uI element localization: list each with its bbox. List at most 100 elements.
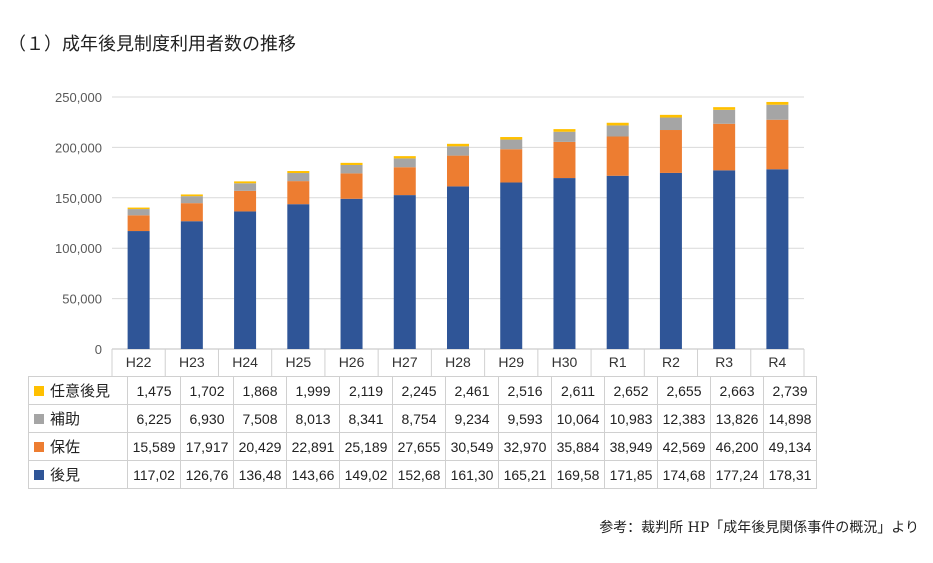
table-cell: 143,66 bbox=[286, 460, 340, 489]
table-cell: 46,200 bbox=[710, 432, 764, 461]
bar-segment bbox=[393, 195, 416, 349]
bar-segment bbox=[659, 117, 682, 131]
y-tick-label: 50,000 bbox=[62, 292, 102, 307]
x-tick-label: H30 bbox=[552, 354, 578, 370]
y-tick-label: 150,000 bbox=[55, 191, 102, 206]
table-cell: 22,891 bbox=[286, 432, 340, 461]
bar-segment bbox=[287, 173, 310, 182]
source-note: 参考：裁判所 HP「成年後見関係事件の概況」より bbox=[599, 520, 919, 536]
bar-segment bbox=[606, 175, 629, 349]
x-tick-label: R4 bbox=[768, 354, 786, 370]
table-cell: 177,24 bbox=[710, 460, 764, 489]
bar-segment bbox=[340, 198, 363, 349]
table-cell: 25,189 bbox=[339, 432, 393, 461]
bar-segment bbox=[393, 167, 416, 196]
x-tick-label: H23 bbox=[179, 354, 205, 370]
table-cell: 1,475 bbox=[127, 376, 181, 405]
bar-segment bbox=[234, 183, 257, 191]
bar-segment bbox=[659, 130, 682, 173]
table-cell: 152,68 bbox=[392, 460, 446, 489]
legend-label: 後見 bbox=[50, 467, 81, 484]
table-cell: 169,58 bbox=[551, 460, 605, 489]
bar-segment bbox=[500, 149, 523, 183]
bar-segment bbox=[447, 143, 469, 147]
bar-segment bbox=[659, 172, 682, 349]
bar-segment bbox=[447, 146, 469, 156]
bar-segment bbox=[606, 125, 629, 137]
table-row: 補助 6,225 6,930 7,508 8,013 8,341 8,754 9,234 9,5… bbox=[28, 404, 817, 433]
x-tick-label: R3 bbox=[715, 354, 733, 370]
table-cell: 2,245 bbox=[392, 376, 446, 405]
bar-segment bbox=[766, 101, 789, 105]
table-cell: 1,702 bbox=[180, 376, 234, 405]
bar-segment bbox=[287, 181, 310, 205]
table-row: 保佐 15,589 17,917 20,429 22,891 25,189 27,655 30… bbox=[28, 432, 817, 461]
legend-entry: 補助 bbox=[28, 404, 128, 433]
table-cell: 149,02 bbox=[339, 460, 393, 489]
bar-segment bbox=[234, 211, 257, 349]
bar-segment bbox=[713, 123, 736, 171]
x-tick-label: R1 bbox=[609, 354, 627, 370]
y-tick-label: 250,000 bbox=[55, 90, 102, 105]
x-tick-label: H28 bbox=[445, 354, 471, 370]
bar-segment bbox=[447, 186, 469, 349]
table-cell: 2,652 bbox=[604, 376, 658, 405]
bar-segment bbox=[766, 104, 789, 120]
bar-segment bbox=[553, 129, 576, 132]
bar-segment bbox=[234, 181, 257, 184]
table-cell: 32,970 bbox=[498, 432, 552, 461]
table-cell: 2,119 bbox=[339, 376, 393, 405]
legend-label: 補助 bbox=[50, 411, 81, 428]
x-tick-label: H22 bbox=[126, 354, 152, 370]
bar-segment bbox=[766, 169, 789, 349]
table-cell: 174,68 bbox=[657, 460, 711, 489]
bar-segment bbox=[659, 114, 682, 118]
page-title: （１）成年後見制度利用者数の推移 bbox=[8, 34, 296, 55]
table-cell: 42,569 bbox=[657, 432, 711, 461]
table-cell: 1,868 bbox=[233, 376, 287, 405]
table-cell: 9,234 bbox=[445, 404, 499, 433]
bar-segment bbox=[287, 204, 310, 349]
table-cell: 6,930 bbox=[180, 404, 234, 433]
table-cell: 9,593 bbox=[498, 404, 552, 433]
bar-segment bbox=[766, 119, 789, 170]
table-cell: 161,30 bbox=[445, 460, 499, 489]
table-cell: 6,225 bbox=[127, 404, 181, 433]
table-cell: 2,739 bbox=[763, 376, 817, 405]
bar-segment bbox=[127, 215, 150, 232]
bar-segment bbox=[553, 131, 576, 142]
bar-segment bbox=[606, 122, 629, 126]
bar-segment bbox=[713, 107, 736, 110]
table-cell: 17,917 bbox=[180, 432, 234, 461]
bar-segment bbox=[500, 139, 523, 150]
table-row: 任意後見 1,475 1,702 1,868 1,999 2,119 2,245 2,461 2… bbox=[28, 376, 817, 405]
table-cell: 136,48 bbox=[233, 460, 287, 489]
bar-segment bbox=[553, 141, 576, 179]
x-tick-label: H27 bbox=[392, 354, 418, 370]
bar-segment bbox=[287, 171, 310, 174]
x-tick-label: H24 bbox=[232, 354, 258, 370]
table-cell: 2,516 bbox=[498, 376, 552, 405]
x-tick-label: H25 bbox=[285, 354, 311, 370]
table-cell: 20,429 bbox=[233, 432, 287, 461]
table-cell: 7,508 bbox=[233, 404, 287, 433]
legend-swatch bbox=[34, 470, 44, 480]
bar-segment bbox=[340, 164, 363, 174]
bar-segment bbox=[180, 203, 203, 222]
table-cell: 10,983 bbox=[604, 404, 658, 433]
table-cell: 35,884 bbox=[551, 432, 605, 461]
legend-label: 保佐 bbox=[50, 439, 81, 456]
table-cell: 117,02 bbox=[127, 460, 181, 489]
bar-segment bbox=[713, 170, 736, 349]
bar-segment bbox=[180, 194, 203, 197]
table-cell: 1,999 bbox=[286, 376, 340, 405]
x-tick-label: H29 bbox=[498, 354, 524, 370]
data-table: 任意後見 1,475 1,702 1,868 1,999 2,119 2,245 2,461 2… bbox=[28, 376, 817, 489]
bar-segment bbox=[127, 209, 150, 216]
table-cell: 165,21 bbox=[498, 460, 552, 489]
bar-segment bbox=[713, 109, 736, 124]
table-cell: 10,064 bbox=[551, 404, 605, 433]
table-cell: 8,013 bbox=[286, 404, 340, 433]
table-cell: 27,655 bbox=[392, 432, 446, 461]
table-cell: 2,611 bbox=[551, 376, 605, 405]
